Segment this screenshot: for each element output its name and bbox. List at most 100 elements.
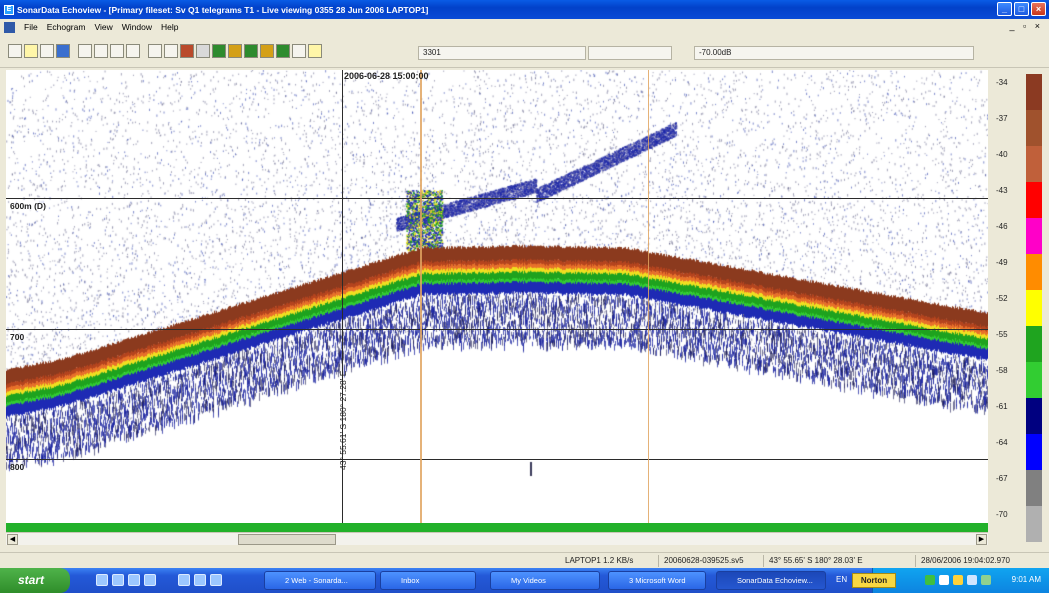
color-swatch [1026,218,1042,254]
quicklaunch-mail-icon[interactable] [144,574,156,586]
cursor-line-2[interactable] [648,70,649,523]
quicklaunch-browser-icon[interactable] [96,574,108,586]
quicklaunch-desktop-icon[interactable] [128,574,140,586]
threshold-field[interactable]: -70.00dB [694,46,974,60]
depth-label-600: 600m (D) [10,201,46,211]
color-swatch [1026,110,1042,146]
globe-icon[interactable] [244,44,258,58]
polygon-icon[interactable] [110,44,124,58]
palette-icon[interactable] [228,44,242,58]
status-position: 43° 55.65' S 180° 28.03' E [763,555,863,567]
position-label: 43° 55.61' S 180° 27.28' E [338,370,348,470]
ellipse-icon[interactable] [148,44,162,58]
measure-icon[interactable] [164,44,178,58]
language-indicator[interactable]: EN [836,575,848,584]
color-scale-label: -49 [996,258,1008,267]
color-scale-label: -58 [996,366,1008,375]
window-controls: _ □ × [997,2,1046,16]
select-rectangle-icon[interactable] [78,44,92,58]
color-scale-label: -37 [996,114,1008,123]
tray-security-icon[interactable] [953,575,963,585]
menu-view[interactable]: View [94,22,113,32]
depth-label-800: 800 [10,462,25,472]
bottom-line-strip [6,523,988,532]
blank-field[interactable] [588,46,672,60]
tray-update-icon[interactable] [967,575,977,585]
color-scale-label: -67 [996,474,1008,483]
menu-file[interactable]: File [24,22,38,32]
tray-volume-icon[interactable] [939,575,949,585]
color-scale-label: -40 [996,150,1008,159]
line-pick-icon[interactable] [94,44,108,58]
color-swatch [1026,506,1042,542]
color-swatch [1026,290,1042,326]
report-icon[interactable] [308,44,322,58]
status-host: LAPTOP1 1.2 KB/s [565,556,634,565]
task-microsoft-word[interactable]: 3 Microsoft Word [608,571,706,590]
horizontal-line-icon[interactable] [126,44,140,58]
quicklaunch-folder-icon[interactable] [178,574,190,586]
open-folder-icon[interactable] [24,44,38,58]
app-icon: E [4,4,14,15]
start-button[interactable]: start [0,568,70,593]
window-title: SonarData Echoview - [Primary fileset: S… [17,4,429,15]
echogram-canvas[interactable] [6,70,988,523]
menu-echogram[interactable]: Echogram [46,22,86,32]
horizontal-scrollbar[interactable]: ◀ ▶ [6,532,988,545]
menu-window[interactable]: Window [121,22,152,32]
color-swatch [1026,182,1042,218]
tray-network-icon[interactable] [925,575,935,585]
quicklaunch-media-icon[interactable] [112,574,124,586]
time-gridline [342,70,343,523]
warning-icon[interactable] [260,44,274,58]
depth-gridline-600 [6,198,988,199]
export-icon[interactable] [292,44,306,58]
ping-number-field[interactable]: 3301 [418,46,586,60]
color-scale-label: -34 [996,78,1008,87]
color-scale-label: -70 [996,510,1008,519]
save-icon[interactable] [40,44,54,58]
grid-icon[interactable] [196,44,210,58]
color-scale-label: -43 [996,186,1008,195]
close-button[interactable]: × [1031,2,1046,16]
tool-buttons [8,44,322,58]
menu-help[interactable]: Help [160,22,179,32]
echogram-display[interactable]: 600m (D) 700 800 2006-06-28 15:00:00 43°… [6,70,988,523]
menu-bar: File Echogram View Window Help _ ▫ × [0,19,1049,35]
taskbar-clock: 9:01 AM [1011,575,1041,584]
layers-icon[interactable] [212,44,226,58]
chart-icon[interactable] [276,44,290,58]
norton-badge[interactable]: Norton [852,573,896,588]
mdi-controls[interactable]: _ ▫ × [1009,21,1043,31]
toolbar: 3301 -70.00dB [0,35,1049,68]
color-scale-label: -52 [996,294,1008,303]
color-swatch [1026,434,1042,470]
new-file-icon[interactable] [8,44,22,58]
properties-icon[interactable] [56,44,70,58]
scroll-left-arrow-icon[interactable]: ◀ [7,534,18,545]
color-swatch [1026,470,1042,506]
tray-app-icon[interactable] [981,575,991,585]
title-bar: E SonarData Echoview - [Primary fileset:… [0,0,1049,19]
task-web-sonardata[interactable]: 2 Web - Sonarda... [264,571,376,590]
cursor-line-1[interactable] [420,70,422,523]
minimize-button[interactable]: _ [997,2,1012,16]
person-icon[interactable] [180,44,194,58]
quicklaunch-explorer-icon[interactable] [194,574,206,586]
scroll-right-arrow-icon[interactable]: ▶ [976,534,987,545]
status-datetime: 28/06/2006 19:04:02.970 [915,555,1010,567]
color-swatch [1026,254,1042,290]
depth-gridline-800 [6,459,988,460]
status-bar: LAPTOP1 1.2 KB/s 20060628-039525.sv5 43°… [0,552,1049,568]
maximize-button[interactable]: □ [1014,2,1029,16]
quicklaunch-app-icon[interactable] [210,574,222,586]
color-swatch [1026,326,1042,362]
document-icon[interactable] [4,21,15,33]
task-sonardata-echoview[interactable]: SonarData Echoview... [716,571,826,590]
task-inbox[interactable]: Inbox [380,571,476,590]
color-swatch [1026,146,1042,182]
scroll-thumb[interactable] [238,534,336,545]
task-my-videos[interactable]: My Videos [490,571,600,590]
color-swatch [1026,362,1042,398]
